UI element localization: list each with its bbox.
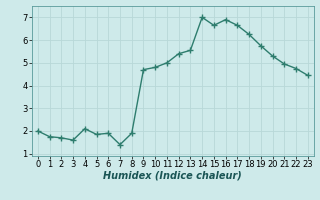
X-axis label: Humidex (Indice chaleur): Humidex (Indice chaleur) [103,171,242,181]
